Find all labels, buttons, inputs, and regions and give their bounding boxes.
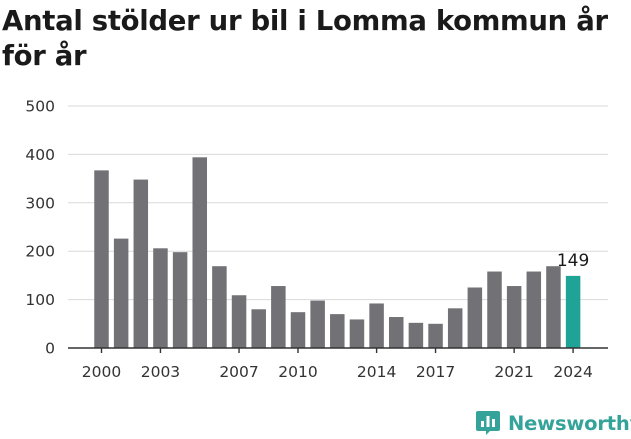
bar	[153, 248, 168, 348]
x-tick-label: 2007	[219, 363, 258, 381]
bar	[251, 309, 266, 348]
bar	[271, 286, 286, 348]
y-tick-label: 200	[25, 243, 55, 261]
y-tick-label: 400	[25, 146, 55, 164]
newsworthy-chart-icon	[476, 411, 500, 435]
y-tick-label: 500	[25, 98, 55, 116]
bar	[428, 323, 443, 348]
gridlines	[68, 105, 608, 301]
bar	[506, 286, 522, 348]
y-tick-label: 100	[25, 291, 55, 309]
bar	[487, 271, 502, 348]
bar	[447, 308, 463, 348]
x-tick-label: 2021	[494, 363, 533, 381]
x-tick-label: 2000	[82, 363, 121, 381]
bar	[467, 287, 483, 348]
x-axis: 2000 2003 2007 2010 2014 2017 2021 2024	[68, 347, 608, 381]
y-tick-label: 0	[45, 340, 55, 358]
bar-highlight	[565, 275, 581, 348]
bar	[369, 303, 384, 348]
bar	[172, 252, 188, 348]
bar	[94, 170, 109, 348]
bar	[310, 300, 325, 348]
newsworthy-logo: Newsworthy	[475, 407, 631, 439]
x-tick-label: 2017	[416, 363, 455, 381]
bar	[349, 319, 365, 348]
bar	[212, 266, 227, 348]
bar	[546, 266, 561, 348]
bars	[94, 157, 581, 348]
brand-name: Newsworthy	[508, 411, 631, 435]
bar	[231, 295, 247, 348]
bar	[113, 238, 129, 348]
bar	[526, 271, 542, 348]
bar	[330, 314, 345, 348]
bar	[389, 317, 404, 348]
data-labels: 149	[557, 251, 589, 271]
x-tick-label: 2024	[553, 363, 592, 381]
bar	[133, 179, 149, 348]
y-axis-ticks: 0 100 200 300 400 500	[25, 98, 55, 358]
x-tick-label: 2003	[141, 363, 180, 381]
data-label-highlight: 149	[557, 251, 589, 271]
x-tick-label: 2014	[357, 363, 396, 381]
chart-title: Antal stölder ur bil i Lomma kommun år f…	[2, 5, 608, 72]
bar	[290, 312, 306, 348]
y-tick-label: 300	[25, 194, 55, 212]
bar	[192, 157, 207, 348]
x-tick-label: 2010	[278, 363, 317, 381]
bar	[408, 322, 424, 348]
